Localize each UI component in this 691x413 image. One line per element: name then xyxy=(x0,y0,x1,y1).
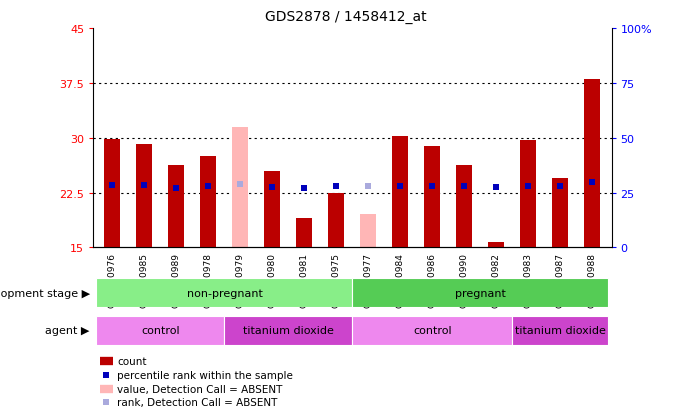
Text: count: count xyxy=(117,356,147,366)
Text: pregnant: pregnant xyxy=(455,288,506,298)
Bar xyxy=(169,166,184,248)
Bar xyxy=(512,316,608,345)
Bar xyxy=(352,316,512,345)
Bar xyxy=(352,279,608,308)
Bar xyxy=(456,166,473,248)
Text: value, Detection Call = ABSENT: value, Detection Call = ABSENT xyxy=(117,384,283,394)
Text: non-pregnant: non-pregnant xyxy=(187,288,263,298)
Text: percentile rank within the sample: percentile rank within the sample xyxy=(117,370,294,380)
Bar xyxy=(552,178,568,248)
Bar xyxy=(232,127,249,248)
Text: titanium dioxide: titanium dioxide xyxy=(243,325,334,335)
Text: agent ▶: agent ▶ xyxy=(46,325,90,335)
Text: control: control xyxy=(141,325,180,335)
Bar xyxy=(489,242,504,248)
Text: rank, Detection Call = ABSENT: rank, Detection Call = ABSENT xyxy=(117,397,278,407)
Bar xyxy=(585,80,600,248)
Bar xyxy=(328,193,344,248)
Bar xyxy=(520,140,536,248)
Bar xyxy=(361,215,377,248)
Bar xyxy=(97,316,225,345)
Text: development stage ▶: development stage ▶ xyxy=(0,288,90,298)
Bar xyxy=(296,218,312,248)
Bar xyxy=(424,147,440,248)
Bar xyxy=(265,171,281,248)
Bar xyxy=(200,157,216,248)
Text: GDS2878 / 1458412_at: GDS2878 / 1458412_at xyxy=(265,10,426,24)
Bar xyxy=(137,145,153,248)
Bar xyxy=(104,140,120,248)
Bar xyxy=(97,279,352,308)
Text: titanium dioxide: titanium dioxide xyxy=(515,325,606,335)
Bar xyxy=(225,316,352,345)
Bar xyxy=(392,137,408,248)
Text: control: control xyxy=(413,325,452,335)
